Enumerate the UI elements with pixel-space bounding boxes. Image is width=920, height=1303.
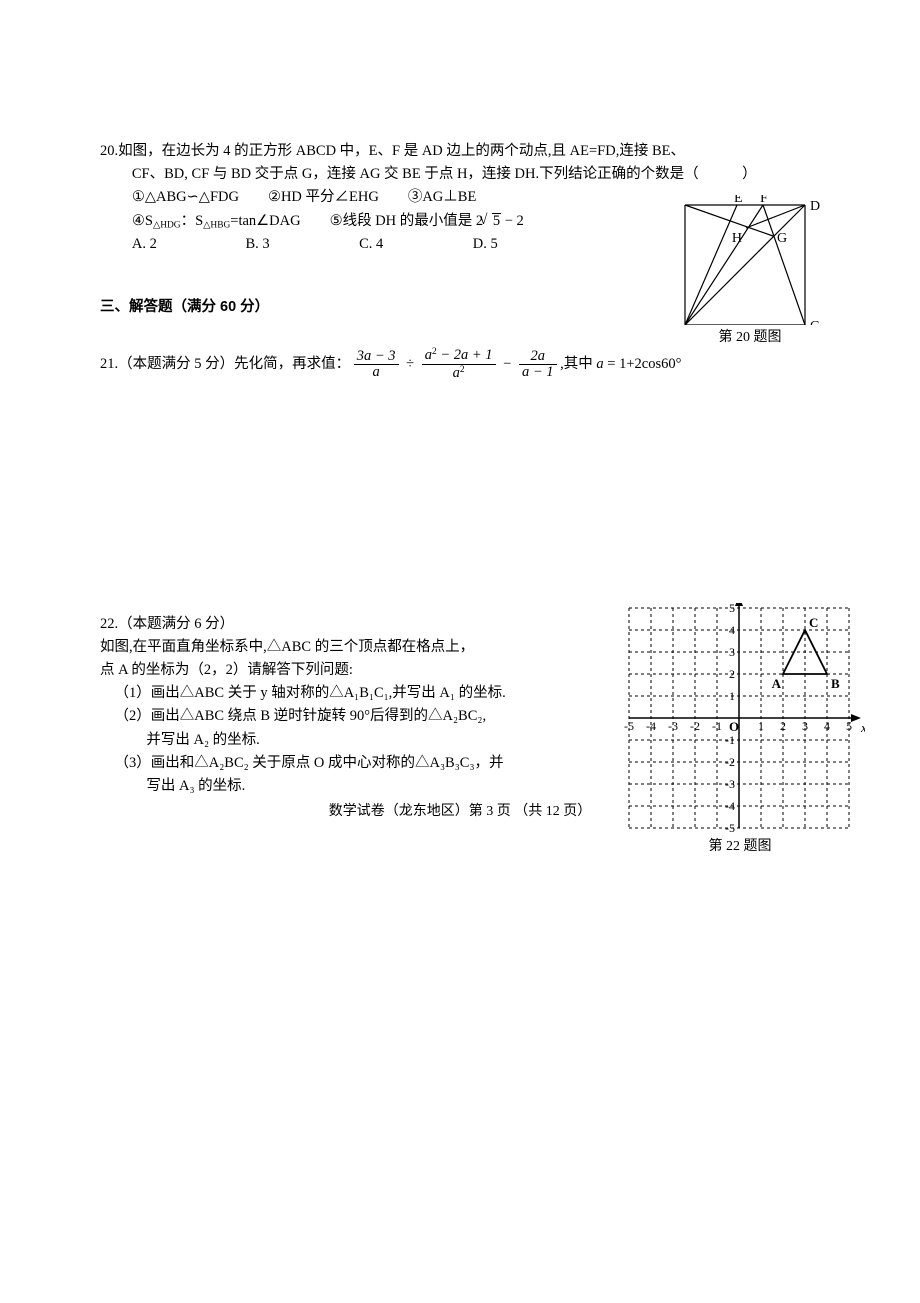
frac2-num: a2 − 2a + 1 [422, 347, 496, 364]
q20-stem-line1: 20.如图，在边长为 4 的正方形 ABCD 中，E、F 是 AD 边上的两个动… [100, 140, 820, 163]
svg-text:F: F [760, 195, 768, 206]
q20-svg: ADBCEFGH [675, 195, 825, 325]
svg-text:5: 5 [846, 719, 852, 733]
svg-text:x: x [860, 720, 865, 735]
q22-part3a: （3）画出和△A₂BC₂ 关于原点 O 成中心对称的△A₃B₃C₃，并 [100, 752, 520, 775]
frac-3: 2a a − 1 [519, 349, 557, 382]
q22-part2b: 并写出 A₂ 的坐标. [100, 729, 520, 752]
svg-text:-3: -3 [725, 777, 735, 791]
svg-text:-1: -1 [725, 733, 735, 747]
q22-part2a: （2）画出△ABC 绕点 B 逆时针旋转 90°后得到的△A₂BC₂, [100, 705, 520, 728]
svg-text:E: E [734, 195, 743, 206]
frac-1: 3a − 3 a [354, 349, 399, 382]
page-footer: 数学试卷（龙东地区）第 3 页 （共 12 页） [0, 801, 920, 823]
svg-text:-1: -1 [712, 719, 722, 733]
frac3-den: a − 1 [519, 364, 557, 381]
frac2-num-a: a [425, 348, 432, 364]
q21-tail-pre: ,其中 [560, 356, 596, 372]
q20-stem-line2: CF、BD, CF 与 BD 交于点 G，连接 AG 交 BE 于点 H，连接 … [100, 163, 820, 186]
frac2-num-mid: − 2a + 1 [437, 348, 493, 364]
frac1-den: a [354, 364, 399, 381]
q22-line2: 如图,在平面直角坐标系中,△ABC 的三个顶点都在格点上， [100, 636, 520, 659]
svg-text:O: O [729, 719, 739, 734]
q21-tail-post: = 1+2cos60° [604, 356, 682, 372]
q22-svg: -5-4-3-2-112345-5-4-3-2-112345OxyABC [615, 603, 865, 833]
svg-text:C: C [810, 319, 819, 325]
svg-text:A: A [772, 676, 782, 691]
svg-text:4: 4 [824, 719, 830, 733]
q22-figure-caption: 第 22 题图 [615, 836, 865, 858]
svg-text:3: 3 [802, 719, 808, 733]
question-20: 20.如图，在边长为 4 的正方形 ABCD 中，E、F 是 AD 边上的两个动… [100, 140, 820, 256]
frac2-den: a2 [422, 364, 496, 382]
svg-text:3: 3 [729, 645, 735, 659]
svg-text:4: 4 [729, 623, 735, 637]
svg-text:H: H [732, 231, 742, 246]
q20-optA: A. 2 [132, 233, 242, 256]
q22-line3: 点 A 的坐标为（2，2）请解答下列问题: [100, 659, 520, 682]
q21-expression: 3a − 3 a ÷ a2 − 2a + 1 a2 − 2a a − 1 [354, 347, 557, 382]
svg-text:-5: -5 [624, 719, 634, 733]
q20-figure-caption: 第 20 题图 [675, 327, 825, 349]
divide-sign: ÷ [402, 356, 418, 372]
q21-prefix: 21.（本题满分 5 分）先化简，再求值： [100, 356, 350, 372]
q22-text: 22.（本题满分 6 分） 如图,在平面直角坐标系中,△ABC 的三个顶点都在格… [100, 613, 520, 799]
svg-text:B: B [831, 676, 840, 691]
svg-text:-2: -2 [725, 755, 735, 769]
frac-2: a2 − 2a + 1 a2 [422, 347, 496, 382]
q20-item4-sub2: △HBG [203, 220, 230, 230]
frac2-den-exp: 2 [460, 365, 465, 375]
minus-sign: − [499, 356, 515, 372]
q20-optC: C. 4 [359, 233, 469, 256]
q22-line1: 22.（本题满分 6 分） [100, 613, 520, 636]
q20-item4-sub1: △HDG [153, 220, 181, 230]
svg-text:1: 1 [729, 689, 735, 703]
sqrt-icon: 5 [483, 210, 501, 233]
q22-part1: （1）画出△ABC 关于 y 轴对称的△A₁B₁C₁,并写出 A₁ 的坐标. [100, 682, 520, 705]
svg-text:-3: -3 [668, 719, 678, 733]
svg-text:A: A [675, 199, 676, 214]
svg-text:2: 2 [780, 719, 786, 733]
svg-text:C: C [809, 615, 818, 630]
svg-text:5: 5 [729, 603, 735, 615]
q20-optD: D. 5 [473, 233, 583, 256]
q20-item4-mid: ：S [181, 213, 204, 229]
frac2-den-a: a [453, 366, 460, 382]
q20-item5-tail: − 2 [501, 213, 524, 229]
svg-text:2: 2 [729, 667, 735, 681]
q22-part3b: 写出 A₃ 的坐标. [100, 775, 520, 798]
svg-text:1: 1 [758, 719, 764, 733]
q20-stem-text1: 如图，在边长为 4 的正方形 ABCD 中，E、F 是 AD 边上的两个动点,且… [118, 143, 685, 159]
q20-item4-pre: ④S [132, 213, 153, 229]
question-22: 22.（本题满分 6 分） 如图,在平面直角坐标系中,△ABC 的三个顶点都在格… [100, 613, 820, 799]
svg-text:G: G [777, 231, 787, 246]
q20-sqrt-radicand: 5 [492, 213, 501, 229]
svg-text:-2: -2 [690, 719, 700, 733]
q20-item4-post: =tan∠DAG ⑤线段 DH 的最小值是 [230, 213, 476, 229]
frac3-num: 2a [519, 349, 557, 365]
q20-optB: B. 3 [246, 233, 356, 256]
q20-figure: ADBCEFGH 第 20 题图 [675, 195, 825, 349]
svg-text:D: D [810, 199, 820, 214]
svg-text:-4: -4 [646, 719, 656, 733]
q21-tail-a: a [596, 356, 603, 372]
q20-number: 20. [100, 143, 118, 159]
question-21: 21.（本题满分 5 分）先化简，再求值： 3a − 3 a ÷ a2 − 2a… [100, 347, 820, 382]
frac1-num: 3a − 3 [354, 349, 399, 365]
